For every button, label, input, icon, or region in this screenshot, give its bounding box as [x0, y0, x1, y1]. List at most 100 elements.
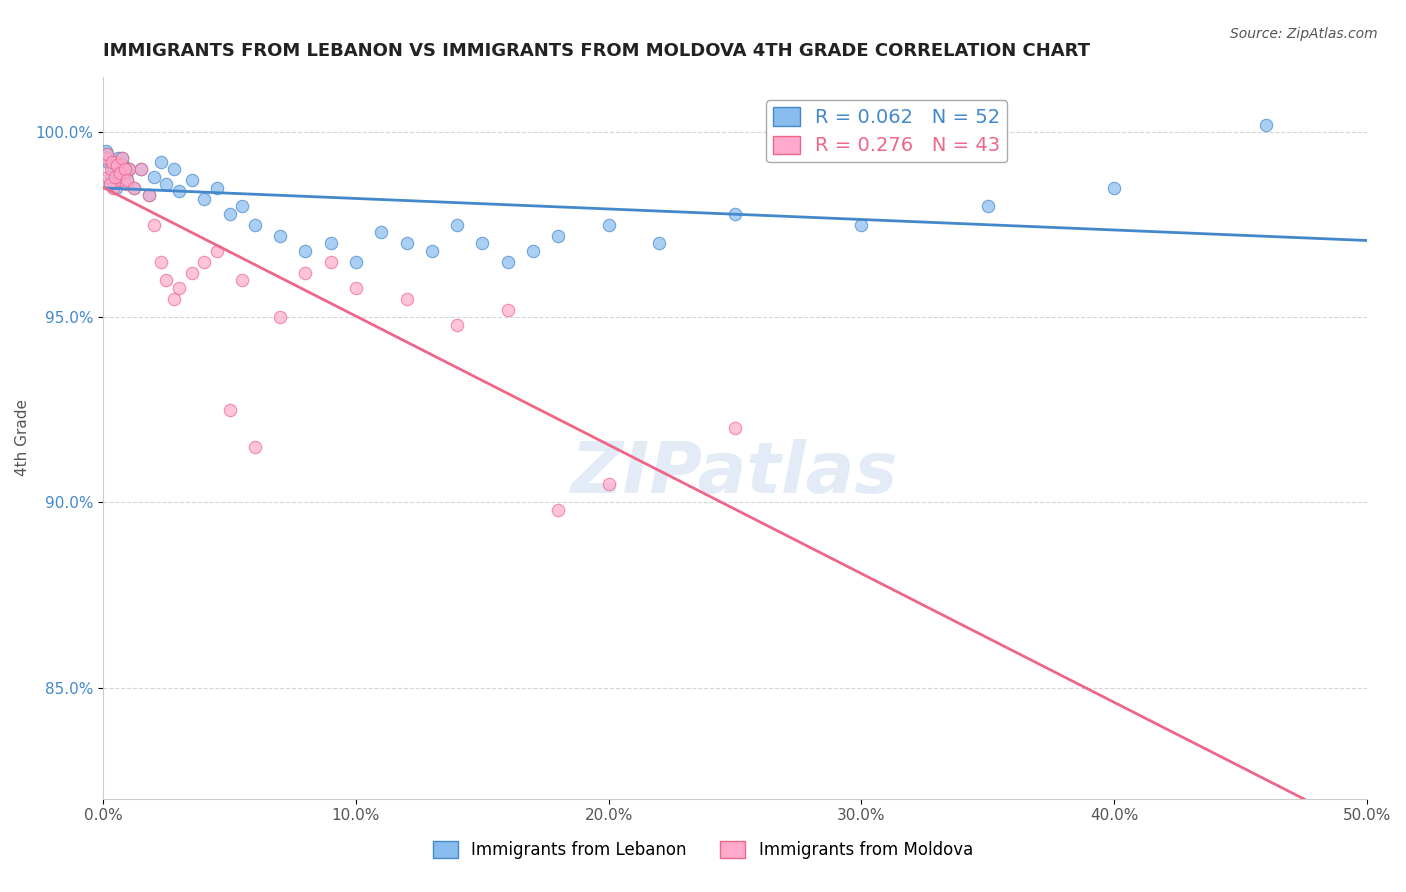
Point: [101, 154, 124, 169]
Point: [851, 218, 873, 232]
Point: [977, 199, 1000, 213]
Point: [115, 177, 138, 191]
Point: [150, 254, 173, 268]
Point: [1254, 118, 1277, 132]
Point: [547, 503, 569, 517]
Point: [96, 147, 118, 161]
Point: [218, 403, 240, 417]
Point: [193, 192, 215, 206]
Point: [104, 169, 127, 184]
Point: [193, 254, 215, 268]
Point: [167, 185, 190, 199]
Point: [269, 310, 291, 325]
Point: [115, 166, 138, 180]
Point: [112, 166, 135, 180]
Point: [97, 154, 120, 169]
Point: [112, 159, 135, 173]
Point: [138, 188, 160, 202]
Point: [122, 180, 145, 194]
Point: [103, 180, 125, 194]
Point: [218, 206, 240, 220]
Point: [471, 236, 494, 251]
Point: [94, 151, 117, 165]
Point: [496, 254, 519, 268]
Point: [108, 166, 131, 180]
Point: [108, 166, 131, 180]
Point: [167, 281, 190, 295]
Point: [122, 180, 145, 194]
Point: [98, 177, 121, 191]
Point: [111, 151, 134, 165]
Point: [110, 173, 132, 187]
Point: [395, 236, 418, 251]
Point: [97, 169, 120, 184]
Point: [294, 244, 316, 258]
Point: [446, 218, 468, 232]
Point: [294, 266, 316, 280]
Point: [142, 218, 165, 232]
Point: [155, 273, 177, 287]
Point: [344, 254, 367, 268]
Point: [522, 244, 544, 258]
Point: [319, 236, 342, 251]
Point: [117, 173, 139, 187]
Legend: R = 0.062   N = 52, R = 0.276   N = 43: R = 0.062 N = 52, R = 0.276 N = 43: [766, 100, 1007, 162]
Text: ZIPatlas: ZIPatlas: [571, 439, 898, 508]
Text: IMMIGRANTS FROM LEBANON VS IMMIGRANTS FROM MOLDOVA 4TH GRADE CORRELATION CHART: IMMIGRANTS FROM LEBANON VS IMMIGRANTS FR…: [103, 42, 1090, 60]
Point: [163, 162, 186, 177]
Point: [129, 162, 152, 177]
Point: [243, 218, 266, 232]
Point: [155, 177, 177, 191]
Point: [243, 440, 266, 454]
Point: [344, 281, 367, 295]
Point: [598, 477, 620, 491]
Point: [94, 144, 117, 158]
Point: [231, 273, 253, 287]
Point: [111, 151, 134, 165]
Point: [105, 159, 128, 173]
Point: [420, 244, 443, 258]
Point: [117, 173, 139, 187]
Point: [138, 188, 160, 202]
Point: [370, 225, 392, 239]
Legend: Immigrants from Lebanon, Immigrants from Moldova: Immigrants from Lebanon, Immigrants from…: [426, 834, 980, 866]
Point: [598, 218, 620, 232]
Point: [180, 173, 202, 187]
Point: [231, 199, 253, 213]
Point: [163, 292, 186, 306]
Point: [103, 162, 125, 177]
Y-axis label: 4th Grade: 4th Grade: [15, 400, 30, 476]
Point: [107, 173, 129, 187]
Point: [496, 302, 519, 317]
Point: [100, 162, 122, 177]
Point: [105, 159, 128, 173]
Point: [1102, 180, 1125, 194]
Point: [142, 169, 165, 184]
Point: [101, 154, 124, 169]
Point: [100, 169, 122, 184]
Point: [205, 244, 228, 258]
Point: [117, 162, 139, 177]
Point: [648, 236, 671, 251]
Point: [446, 318, 468, 332]
Point: [129, 162, 152, 177]
Text: Source: ZipAtlas.com: Source: ZipAtlas.com: [1230, 27, 1378, 41]
Point: [96, 147, 118, 161]
Point: [269, 228, 291, 243]
Point: [724, 421, 747, 435]
Point: [205, 180, 228, 194]
Point: [547, 228, 569, 243]
Point: [180, 266, 202, 280]
Point: [150, 154, 173, 169]
Point: [114, 162, 136, 177]
Point: [117, 162, 139, 177]
Point: [110, 159, 132, 173]
Point: [107, 151, 129, 165]
Point: [98, 177, 121, 191]
Point: [319, 254, 342, 268]
Point: [104, 169, 127, 184]
Point: [395, 292, 418, 306]
Point: [114, 162, 136, 177]
Point: [724, 206, 747, 220]
Point: [104, 154, 127, 169]
